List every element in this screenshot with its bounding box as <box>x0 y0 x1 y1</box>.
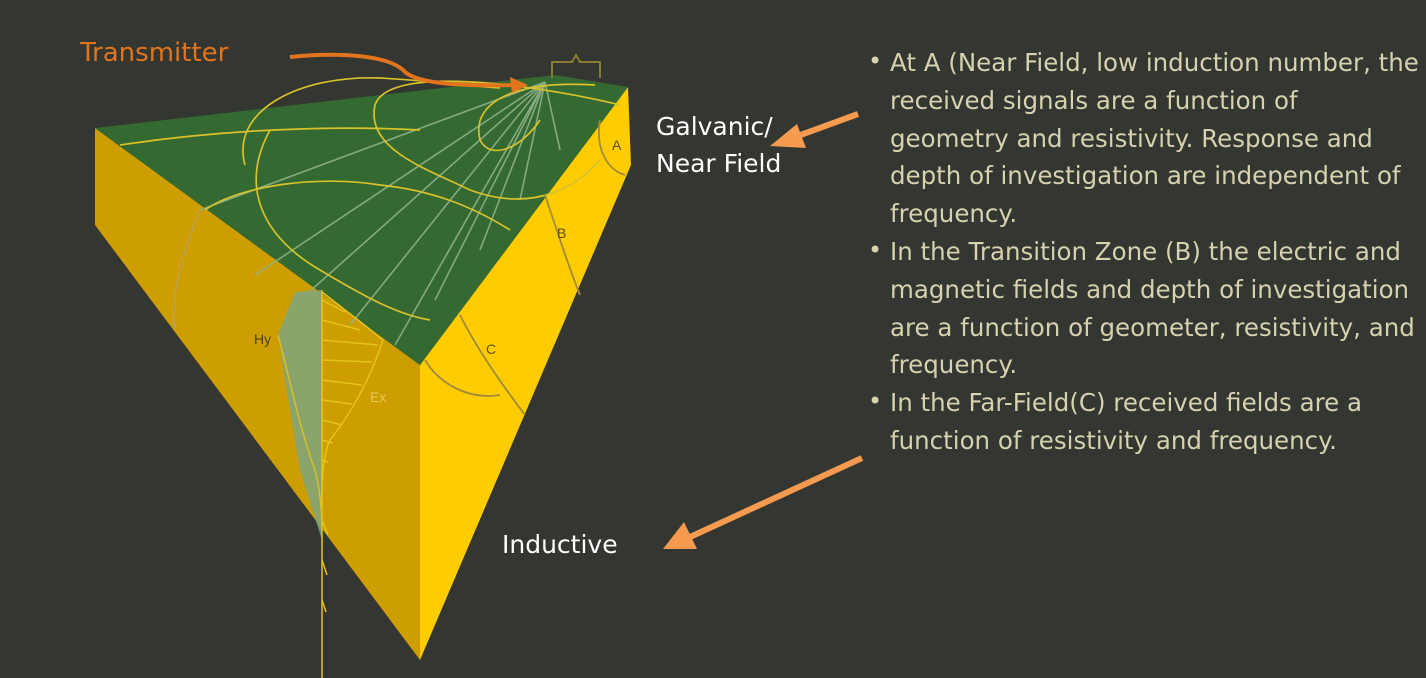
explanation-bullet-list: At A (Near Field, low induction number, … <box>868 43 1420 460</box>
label-a: A <box>612 137 622 153</box>
inductive-label: Inductive <box>502 530 618 559</box>
radial-field-lines <box>199 81 561 346</box>
label-b: B <box>557 225 566 241</box>
label-hy: Hy <box>254 331 271 347</box>
block-left-face <box>95 128 420 660</box>
label-ex: Ex <box>370 389 386 405</box>
inductive-arrow <box>688 455 864 540</box>
transmitter-label: Transmitter <box>80 38 229 68</box>
block-right-face <box>420 87 631 660</box>
block-top-face <box>95 75 628 365</box>
bullet-near-field: At A (Near Field, low induction number, … <box>868 43 1420 233</box>
ex-field-lines <box>321 290 384 678</box>
left-face-curve <box>172 209 201 331</box>
hy-field-curve <box>277 334 323 531</box>
galvanic-arrow <box>793 111 860 140</box>
transmitter-arrow <box>289 52 516 88</box>
label-c: C <box>486 341 496 357</box>
galvanic-label-line2: Near Field <box>656 149 782 178</box>
right-face-curves <box>424 119 626 416</box>
bullet-transition-zone: In the Transition Zone (B) the electric … <box>868 232 1420 384</box>
galvanic-near-field-label: Galvanic/ Near Field <box>656 108 781 182</box>
inductive-arrowhead <box>663 522 697 549</box>
transmitter-arrowhead <box>510 77 528 93</box>
hy-field-shape <box>278 290 322 540</box>
bullet-far-field: In the Far-Field(C) received fields are … <box>868 383 1420 460</box>
galvanic-arrowhead <box>770 124 806 148</box>
receiver-bracket <box>551 52 601 78</box>
galvanic-label-line1: Galvanic/ <box>656 112 773 141</box>
